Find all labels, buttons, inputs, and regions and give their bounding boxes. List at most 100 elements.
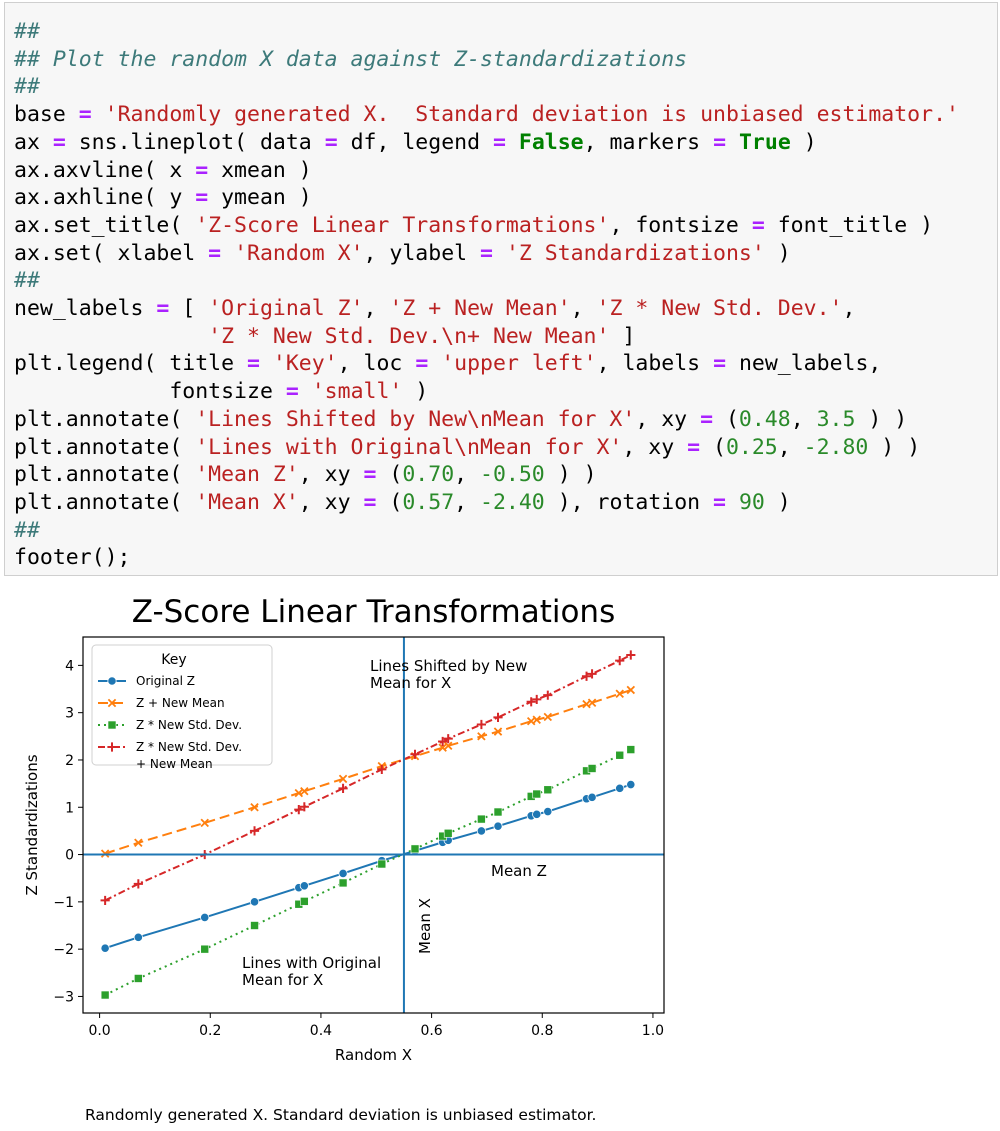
code-token: 0.25 (725, 434, 778, 460)
data-point (438, 736, 448, 747)
code-token: -0.50 (480, 462, 545, 488)
data-point (299, 802, 309, 812)
code-line: 'Z * New Std. Dev.\n+ New Mean' ] (14, 324, 635, 349)
code-line: ## Plot the random X data against Z-stan… (14, 47, 687, 72)
code-token: 0.57 (402, 489, 455, 515)
code-token (506, 130, 519, 155)
data-point (338, 774, 348, 784)
code-editor[interactable]: ## ## Plot the random X data against Z-s… (14, 18, 959, 572)
code-token: 'Lines with Original\nMean for X' (195, 434, 623, 460)
data-point (526, 697, 536, 707)
legend-swatch-marker (107, 720, 117, 730)
code-token: 'Z * New Std. Dev.' (596, 296, 843, 322)
data-point (250, 803, 259, 812)
legend-swatch-marker (107, 742, 117, 752)
code-token: 90 (738, 489, 765, 515)
data-point (377, 764, 387, 775)
code-token: , loc (337, 351, 416, 377)
code-token: 'Mean X' (195, 489, 299, 515)
data-point (200, 944, 210, 954)
code-token: plt.annotate( (14, 434, 196, 460)
code-token: , fontsize (609, 212, 752, 238)
code-line: ## (14, 518, 40, 543)
legend-label: Z * New Std. Dev. (136, 718, 242, 732)
code-token: fontsize (14, 379, 286, 405)
x-tick-label: 0.2 (199, 1023, 221, 1039)
legend-box (91, 644, 273, 766)
data-point (476, 719, 486, 730)
code-line: plt.annotate( 'Lines with Original\nMean… (14, 435, 920, 460)
x-tick-label: 0.0 (88, 1023, 110, 1039)
code-line: base = 'Randomly generated X. Standard d… (14, 102, 959, 127)
code-line: plt.annotate( 'Mean X', xy = (0.57, -2.4… (14, 490, 791, 515)
chart-title: Z-Score Linear Transformations (132, 594, 615, 630)
legend-label: + New Mean (136, 757, 213, 771)
legend-label: Original Z (136, 674, 195, 688)
code-token: 0.48 (738, 406, 791, 432)
code-token: font_title ) (764, 212, 934, 238)
code-cell[interactable]: ## ## Plot the random X data against Z-s… (4, 2, 998, 576)
legend-swatch-marker (107, 698, 117, 708)
data-point (581, 671, 592, 681)
data-point (377, 859, 387, 869)
data-point (300, 897, 309, 906)
series-line-1 (104, 689, 632, 855)
data-point (249, 826, 260, 836)
data-point (200, 818, 209, 828)
code-token: = (156, 296, 170, 322)
code-token: new_labels (14, 296, 157, 322)
data-point (134, 838, 143, 847)
code-line: ## (14, 268, 40, 293)
line-chart: Z-Score Linear Transformations 0.0 0.2 0.4 0… (23, 594, 665, 1064)
code-token: , (570, 296, 597, 322)
code-token (299, 379, 312, 404)
code-line: ## (14, 74, 40, 99)
code-token: = (480, 240, 493, 266)
code-token: , xy (298, 462, 364, 488)
code-line: fontsize = 'small' ) (14, 379, 428, 404)
code-token: ax (14, 129, 53, 155)
data-point (249, 897, 260, 907)
code-token: False (518, 129, 584, 155)
data-point (294, 788, 304, 798)
y-axis-label: Z Standardizations (23, 754, 41, 895)
code-token: ) (764, 240, 791, 266)
data-point (543, 806, 553, 817)
data-point (476, 826, 486, 836)
data-point (626, 745, 636, 754)
series-markers-0 (100, 779, 636, 953)
annotation: Mean X (416, 898, 434, 954)
code-token (260, 351, 273, 376)
code-token: ) ) (544, 462, 597, 488)
code-line: footer(); (14, 545, 131, 570)
code-token: ), rotation (544, 489, 714, 515)
code-token (726, 130, 739, 155)
legend-label: Z * New Std. Dev. (136, 740, 242, 754)
data-point (587, 698, 597, 707)
code-token: ) ) (855, 406, 908, 432)
code-token: ) (790, 129, 817, 155)
code-token: ] (609, 323, 636, 349)
data-point (615, 689, 624, 698)
data-point (493, 712, 503, 723)
data-point (543, 690, 553, 700)
data-point (443, 741, 453, 751)
data-point (100, 990, 110, 1000)
code-token: , (363, 296, 390, 322)
x-tick-label: 0.8 (531, 1023, 553, 1039)
code-token (221, 241, 234, 266)
code-token: = (363, 462, 377, 488)
code-token: 0.70 (402, 462, 455, 488)
code-token: = (324, 129, 338, 155)
data-point (299, 881, 309, 891)
code-token: = (363, 489, 377, 515)
code-token: 'Randomly generated X. Standard deviatio… (104, 102, 959, 128)
data-point (626, 650, 636, 660)
code-token: plt.annotate( (14, 462, 196, 488)
data-point (443, 828, 453, 838)
code-token: ) (764, 489, 791, 515)
code-token: [ (169, 296, 209, 322)
code-token: ax.axhline( y (14, 185, 196, 211)
data-point (200, 912, 210, 923)
series-line-2 (104, 748, 632, 996)
